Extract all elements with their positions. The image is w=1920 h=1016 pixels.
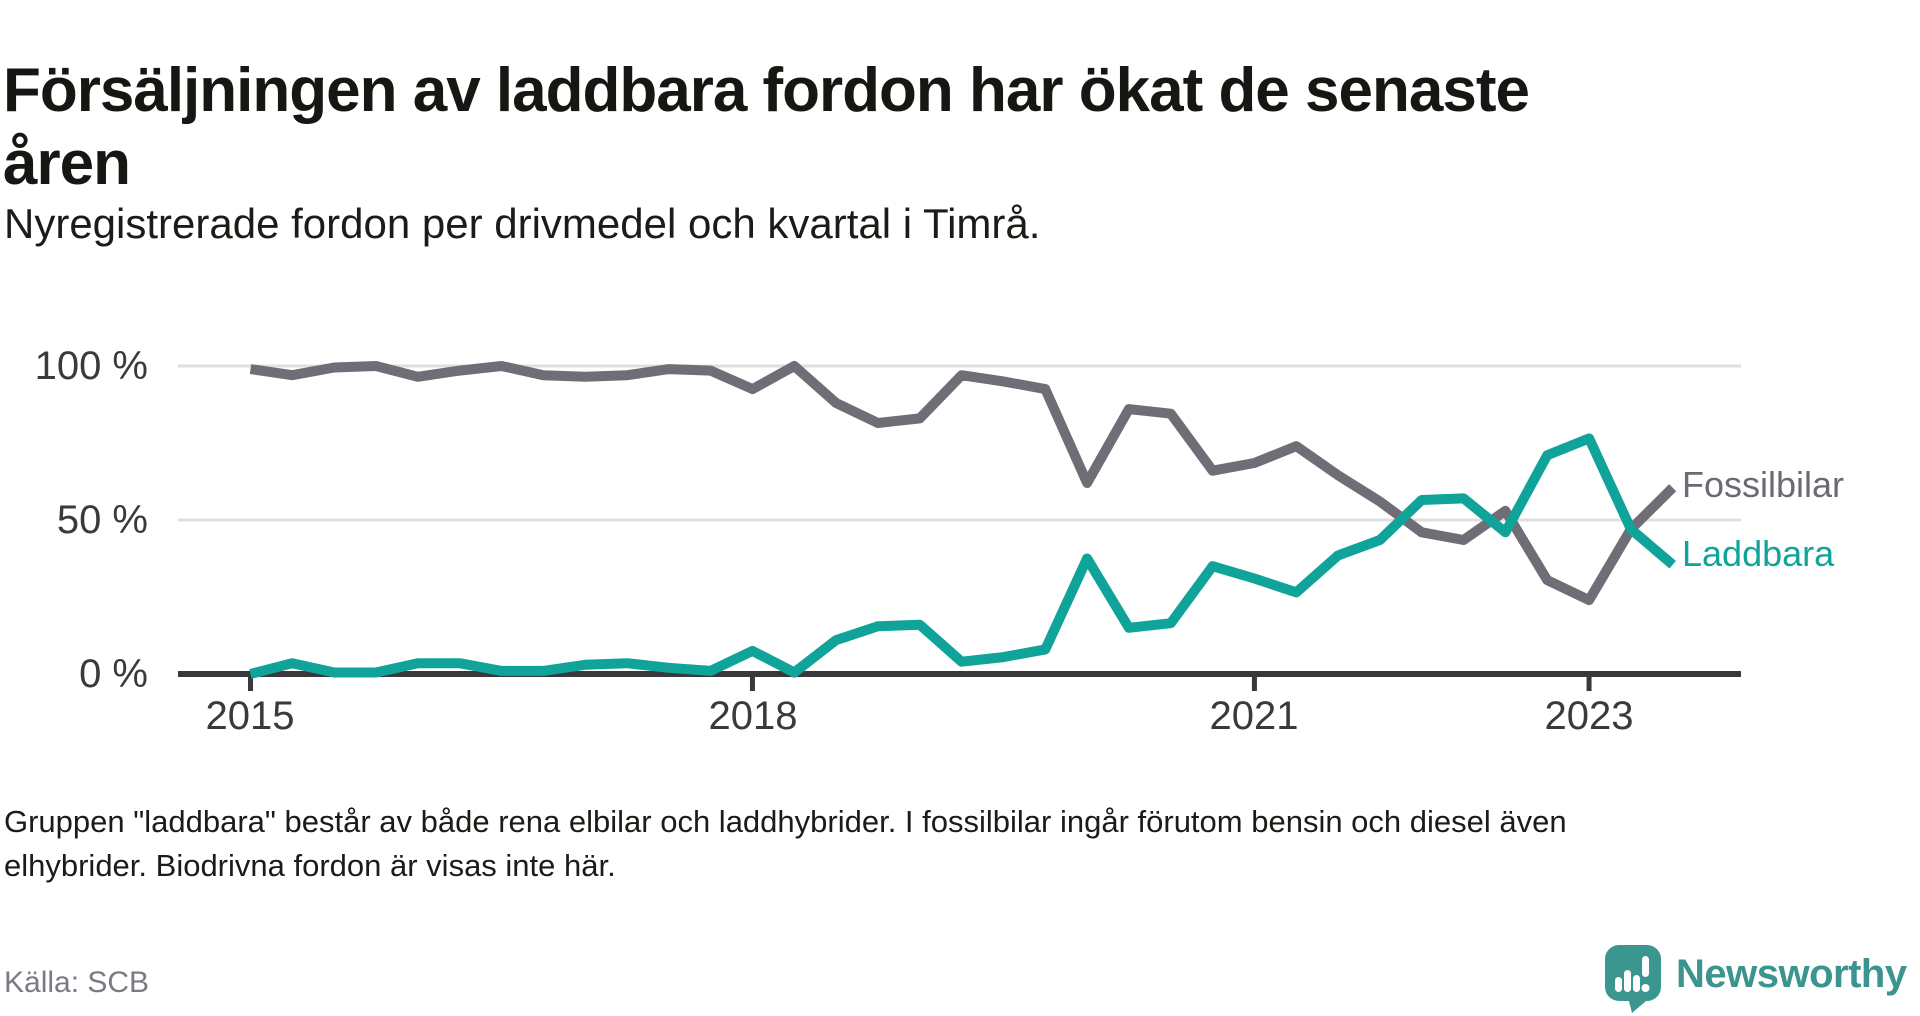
source-label: Källa: SCB bbox=[4, 966, 150, 999]
page-title-line1: Försäljningen av laddbara fordon har öka… bbox=[3, 55, 1530, 125]
newsworthy-wordmark: Newsworthy bbox=[1676, 952, 1907, 996]
fossilbilar-line bbox=[249, 361, 1677, 606]
legend-label-laddbara: Laddbara bbox=[1682, 533, 1835, 574]
footnote-line1: Gruppen "laddbara" består av både rena e… bbox=[4, 804, 1567, 839]
y-tick-label-0: 0 % bbox=[79, 652, 148, 696]
laddbara-line bbox=[249, 433, 1676, 679]
bar-chart-glyph bbox=[1615, 956, 1650, 992]
y-tick-label-50: 50 % bbox=[56, 498, 148, 542]
chart-footnote: Gruppen "laddbara" består av både rena e… bbox=[4, 800, 1904, 888]
newsworthy-logo-icon bbox=[1605, 945, 1661, 1013]
footnote-line2: elhybrider. Biodrivna fordon är visas in… bbox=[4, 848, 616, 883]
speech-bubble-icon bbox=[1605, 945, 1661, 1013]
legend-label-fossilbilar: Fossilbilar bbox=[1682, 464, 1845, 505]
y-tick-label-100: 100 % bbox=[34, 344, 148, 388]
chart-subtitle: Nyregistrerade fordon per drivmedel och … bbox=[4, 200, 1041, 247]
x-tick-label-2023: 2023 bbox=[1544, 694, 1634, 738]
page-title: Försäljningen av laddbara fordon har öka… bbox=[3, 54, 1863, 200]
page-title-line2: åren bbox=[3, 128, 131, 198]
x-tick-label-2018: 2018 bbox=[708, 694, 798, 738]
x-tick-label-2021: 2021 bbox=[1209, 694, 1299, 738]
x-tick-label-2015: 2015 bbox=[205, 694, 295, 738]
